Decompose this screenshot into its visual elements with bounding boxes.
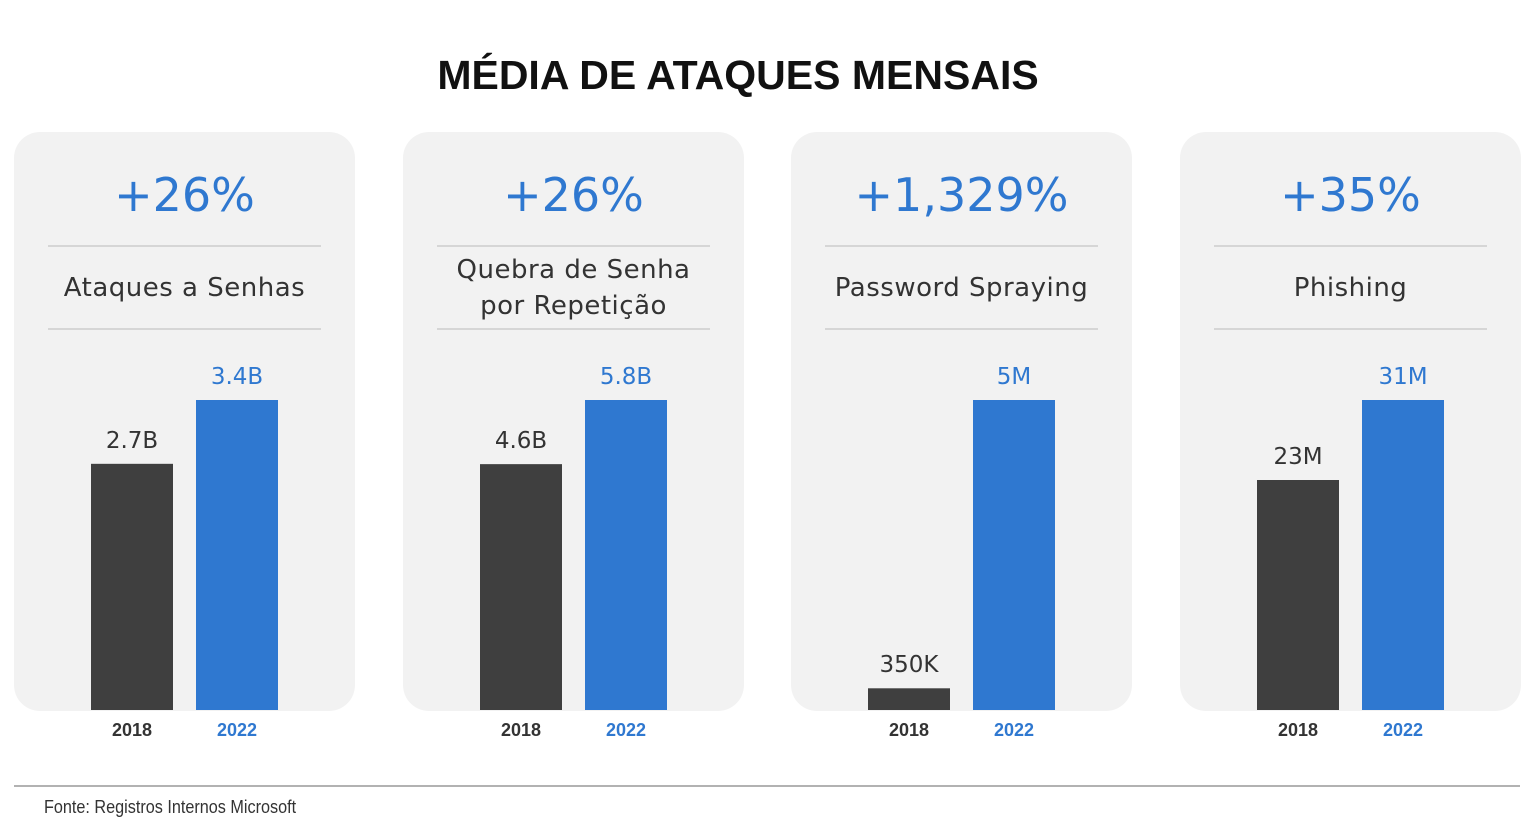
panel-title: Quebra de Senha por Repetição	[456, 255, 691, 321]
value-label: 4.6B	[494, 428, 548, 455]
x-tick-label: 2022	[1382, 720, 1424, 740]
value-label: 2.7B	[105, 427, 159, 454]
bar	[91, 463, 173, 710]
x-tick-label: 2018	[111, 720, 153, 740]
bar	[480, 464, 562, 710]
value-label: 5.8B	[599, 364, 653, 390]
x-tick-label: 2018	[500, 720, 542, 740]
headline: +26%	[114, 168, 255, 222]
panel-title: Phishing	[1293, 273, 1408, 303]
bar	[1362, 400, 1444, 710]
value-label: 31M	[1378, 364, 1428, 390]
x-tick-label: 2022	[993, 720, 1035, 740]
value-label: 3.4B	[210, 364, 264, 390]
value-label: 350K	[879, 652, 939, 679]
bar	[196, 400, 278, 710]
bar	[1257, 480, 1339, 710]
source-note: Fonte: Registros Internos Microsoft	[44, 797, 297, 817]
page-title: MÉDIA DE ATAQUES MENSAIS	[437, 52, 1039, 98]
bar	[868, 688, 950, 710]
panel-title: Ataques a Senhas	[63, 273, 306, 303]
panel-title: Password Spraying	[834, 273, 1089, 303]
x-tick-label: 2022	[605, 720, 647, 740]
headline: +35%	[1280, 168, 1421, 222]
bar	[973, 400, 1055, 710]
bar	[585, 400, 667, 710]
headline: +1,329%	[854, 168, 1069, 222]
headline: +26%	[503, 168, 644, 222]
x-tick-label: 2018	[888, 720, 930, 740]
x-tick-label: 2018	[1277, 720, 1319, 740]
value-label: 5M	[996, 364, 1032, 390]
x-tick-label: 2022	[216, 720, 258, 740]
value-label: 23M	[1273, 444, 1323, 470]
